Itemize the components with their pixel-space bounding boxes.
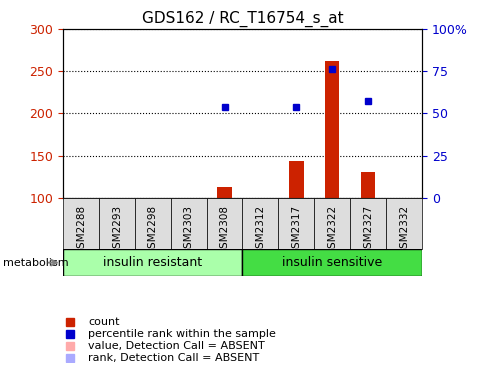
Bar [63, 198, 99, 249]
Bar [135, 198, 170, 249]
Text: GSM2298: GSM2298 [148, 205, 157, 255]
Bar [242, 249, 421, 276]
Bar [278, 198, 314, 249]
Bar [360, 172, 375, 198]
Text: GSM2312: GSM2312 [255, 205, 265, 255]
Text: GSM2288: GSM2288 [76, 205, 86, 255]
Text: insulin sensitive: insulin sensitive [282, 256, 381, 269]
Text: insulin resistant: insulin resistant [103, 256, 202, 269]
Bar [242, 198, 278, 249]
Text: GSM2327: GSM2327 [363, 205, 372, 255]
Bar [288, 161, 303, 198]
Title: GDS162 / RC_T16754_s_at: GDS162 / RC_T16754_s_at [141, 10, 343, 27]
Text: percentile rank within the sample: percentile rank within the sample [88, 329, 275, 339]
Bar [324, 61, 339, 198]
Bar [349, 198, 385, 249]
Bar [206, 198, 242, 249]
Text: GSM2322: GSM2322 [327, 205, 336, 255]
Bar [385, 198, 421, 249]
Bar [99, 198, 135, 249]
Text: count: count [88, 317, 120, 327]
Text: GSM2332: GSM2332 [398, 205, 408, 255]
Text: GSM2293: GSM2293 [112, 205, 121, 255]
Bar [314, 198, 349, 249]
Text: metabolism: metabolism [3, 258, 69, 268]
Text: rank, Detection Call = ABSENT: rank, Detection Call = ABSENT [88, 352, 259, 363]
Bar [63, 249, 242, 276]
Text: value, Detection Call = ABSENT: value, Detection Call = ABSENT [88, 341, 264, 351]
Text: GSM2317: GSM2317 [291, 205, 301, 255]
Text: GSM2308: GSM2308 [219, 205, 229, 255]
Text: GSM2303: GSM2303 [183, 205, 193, 255]
Bar [170, 198, 206, 249]
Bar [217, 187, 231, 198]
